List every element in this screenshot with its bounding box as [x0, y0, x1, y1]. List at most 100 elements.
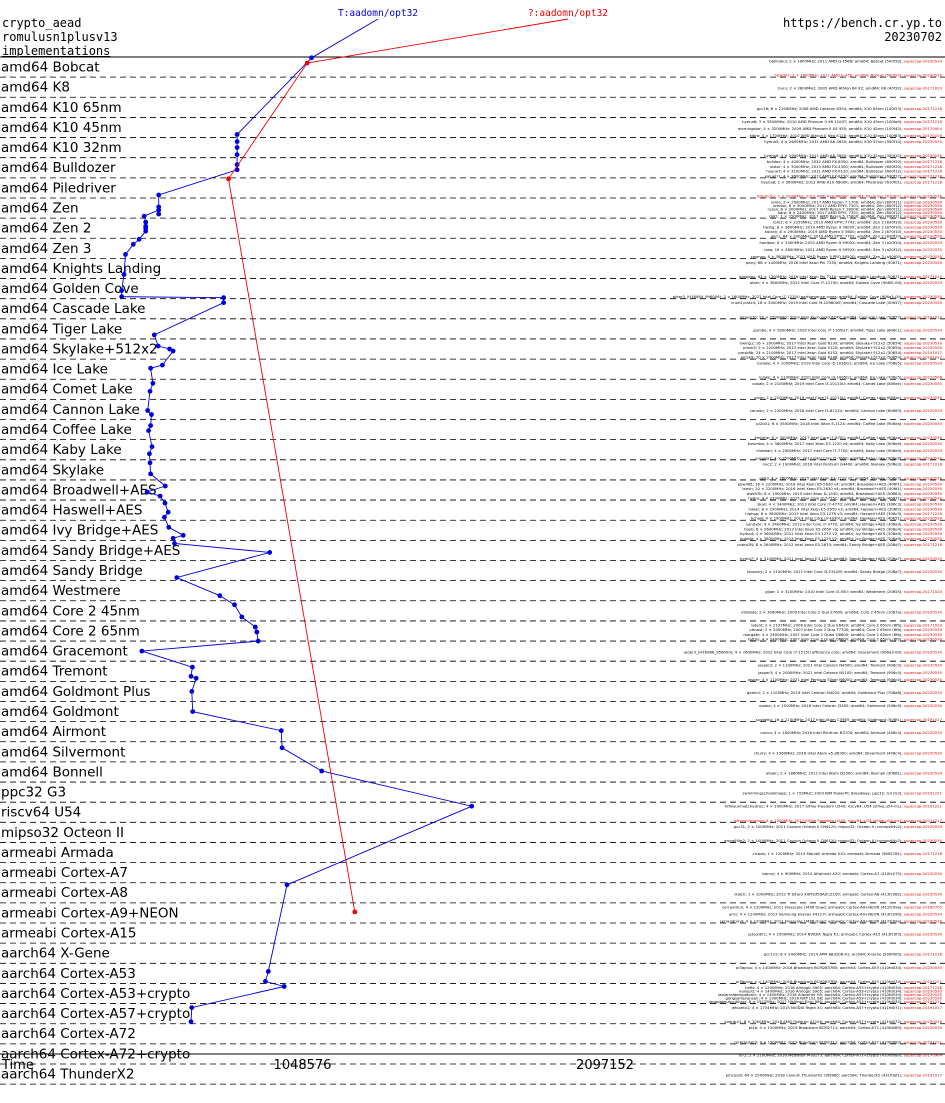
data-point	[148, 365, 154, 371]
row-label: amd64 K10 32nm	[1, 140, 122, 156]
machine-entry: pmass7b; 20 × 2500MHz; 2019 Intel Xeon G…	[740, 314, 943, 319]
machine-desc: quoka; 4 × 1500MHz; 2016 Intel Celeron J…	[759, 703, 904, 708]
machine-entry: rome; 2 × 2000MHz; 2017 AMD Ryzen 7 1700…	[771, 200, 943, 205]
machine-desc: hwing; 8 × 3600MHz; 2019 AMD Ryzen 9 390…	[763, 224, 904, 229]
row-label: mipso32 Octeon II	[1, 825, 124, 841]
machine-entry: hiphop; 6 × 3600MHz; 2013 Intel Xeon E3-…	[745, 511, 942, 516]
implementations-link[interactable]: implementations	[2, 44, 111, 58]
data-point	[226, 176, 231, 182]
machine-version: supercop-20230530	[904, 280, 943, 285]
machine-desc: ic/ake; 4 × 1100MHz; 2020 Intel Core i3-…	[759, 375, 904, 380]
row-label: amd64 Coffee Lake	[1, 422, 132, 438]
machine-version: supercop-20230530	[904, 522, 943, 527]
machine-version: supercop-20230530	[904, 992, 943, 997]
data-point	[147, 460, 153, 466]
machine-version: supercop-20191017	[904, 314, 943, 319]
data-point	[234, 152, 240, 158]
machine-version: supercop-20230530	[904, 677, 943, 682]
machine-desc: hydra4; 4 × 3600MHz; 2012 Intel Xeon E3-…	[740, 531, 904, 536]
x-tick-label: 2097152	[576, 1058, 634, 1073]
machine-entry: margate; 4 × 2400MHz; 2007 Intel Core 2 …	[743, 632, 942, 637]
row-label: amd64 Silvermont	[1, 744, 125, 760]
machine-version: supercop-20230530	[904, 932, 943, 937]
machine-desc: suvbeltu; 16 × 2100MHz; 2017 Intel Atom …	[756, 717, 904, 722]
machine-version: supercop-20230530	[904, 345, 943, 350]
data-point	[172, 541, 177, 546]
data-point	[252, 624, 258, 630]
data-point	[188, 673, 194, 679]
row-label: amd64 Gracemont	[1, 644, 128, 660]
machine-entry: bfromcity; 2 × 3500MHz; 2012 AMD A10-680…	[757, 193, 943, 198]
machine-entry: pi3aplus; 4 × 1400MHz; 2018 Broadcom BCM…	[736, 965, 943, 970]
row-label: amd64 Golden Cove	[1, 281, 139, 297]
machine-version: supercop-20230530	[904, 891, 943, 896]
machine-entry: a72; 2 × 2100MHz; 2016 Mediatek MT8173; …	[739, 1052, 942, 1057]
data-point	[278, 728, 284, 734]
machine-desc: nanopl2; 4 × 1400MHz; 2016 Amlogic S905;…	[739, 988, 904, 993]
machine-entry: bwell7b; 8 × 1900MHz; 2015 Intel Xeon D-…	[747, 491, 943, 496]
machine-version: supercop-20230530	[904, 59, 943, 64]
data-point	[156, 211, 162, 217]
machine-version: supercop-20230530	[904, 435, 943, 440]
machine-desc: jasper2; 2 × 1100MHz; 2021 Intel Celeron…	[757, 663, 904, 668]
machine-entry: gongsampronsen; 4 × 1300MHz; 2016 NXP LS…	[726, 996, 943, 1001]
machine-desc: ronggakeuhcutilizer; 8 × 1512MHz; 2017 H…	[709, 999, 904, 1004]
row-label: amd64 K10 65nm	[1, 100, 122, 116]
machine-entry: valuetr1; 4 × 3600MHz; 2012 AMD FX-8150;…	[765, 173, 943, 178]
machine-entry: gan1; 64 × 2000MHz; 2019 AMD EPYC 7702; …	[771, 234, 943, 239]
algorithm-label: romulusn1plusv13	[2, 30, 118, 44]
row-group: amd64 Bobcat bblindoul; 2 × 1600MHz; 2011…	[0, 59, 945, 1085]
machine-desc: pi2001; 6 × 3500MHz; 2018 Intel Xeon E-2…	[756, 421, 904, 426]
machine-desc: gijoe; 2 × 3200MHz; 2010 Intel Core i3-5…	[765, 589, 904, 594]
machine-version: supercop-20230530	[904, 240, 943, 245]
data-point	[166, 524, 172, 530]
machine-desc: cobalt; 2 × 2100MHz; 2019 Intel Core i3-…	[752, 381, 904, 386]
machine-entry: sandybr; 4 × 3400MHz; 2012 Intel Core i7…	[746, 522, 942, 527]
machine-version: supercop-20230530	[904, 838, 943, 843]
data-point	[232, 602, 237, 608]
machine-entry: cerrandrun4; 4 × 1200MHz; 2011 Freescale…	[720, 919, 943, 924]
machine-desc: hoyb; 8 × 2600MHz; 2013 Intel Xeon E5-26…	[744, 526, 904, 531]
machine-version: supercop-20230530	[904, 247, 943, 252]
machine-version: supercop-20230530	[904, 73, 943, 78]
machine-version: supercop-20171020	[904, 622, 943, 627]
machine-version: supercop-20230530	[904, 632, 943, 637]
row-label: amd64 Zen 2	[1, 221, 91, 237]
data-point	[170, 348, 176, 354]
machine-entry: buru; 2 × 2600MHz; 2005 AMD Athlon 64 X2…	[778, 86, 942, 91]
machine-desc: cicada; 1 × 1200MHz; 2010 Marvell Armada…	[753, 851, 904, 856]
machine-version: supercop-20191221	[904, 979, 943, 984]
machine-version: supercop-20171218	[904, 179, 943, 184]
machine-version: supercop-20160705	[904, 904, 943, 909]
machine-entry: banryl; 4 × 900MHz; 2014 Allwinner A20; …	[762, 871, 942, 876]
machine-version: supercop-20170904	[904, 1052, 943, 1057]
machine-version: supercop-20170105	[904, 133, 943, 138]
machine-entry: overdrv1; 8 × 1000MHz; 2016 AMD Opteron …	[724, 1019, 942, 1024]
machine-desc: hiphop; 6 × 3600MHz; 2013 Intel Xeon E3-…	[745, 511, 904, 516]
row-label: armeabi Cortex-A8	[1, 885, 128, 901]
machine-desc: hifiveunleashed; 4 × 1000MHz; 2017 SiFiv…	[734, 818, 904, 823]
machine-desc: cheetah; 4 × 2900MHz; 2017 Intel Core i7…	[756, 448, 904, 453]
data-point	[279, 745, 285, 751]
machine-desc: rome; 2 × 2000MHz; 2017 AMD Ryzen 7 1700…	[771, 200, 904, 205]
machine-entry: quoka; 4 × 1500MHz; 2016 Intel Celeron J…	[759, 703, 942, 708]
machine-version: supercop-20230530	[904, 220, 943, 225]
machine-version: supercop-20230530	[904, 395, 943, 400]
machine-entry: churry; 4 × 1560MHz; 2016 Intel Atom x5-…	[754, 750, 943, 755]
machine-entry: hydra; 4 × 2100MHz; 2015 Intel Core i7-5…	[748, 496, 942, 501]
machine-entry: hwing1; 16 × 2000MHz; 2017 Intel Xeon Go…	[740, 340, 943, 345]
row-label: amd64 Zen	[1, 200, 79, 216]
row-label: amd64 Bulldozer	[1, 160, 116, 176]
machine-desc: overdrv1; 8 × 1000MHz; 2016 AMD Opteron …	[724, 1019, 903, 1024]
machine-entry: cobalt; 2 × 2100MHz; 2019 Intel Core i3-…	[752, 381, 942, 386]
row-label: armeabi Armada	[1, 845, 114, 861]
row-label: amd64 Goldmont Plus	[1, 684, 151, 700]
machine-entry: tattoo; 4 × 2400MHz; 2007 Intel Core 2 Q…	[748, 637, 943, 642]
machine-entry: cerrandrun; 4 × 1200MHz; 2011 Freescale …	[722, 904, 942, 909]
machine-entry: dot1; 1 × 2500MHz; 2017 AMD Ryzen 5 1500…	[769, 214, 942, 219]
data-point	[160, 362, 165, 368]
machine-version: supercop-20230530	[904, 481, 943, 486]
machine-entry: hbwd01; 2 × 1600MHz; 2011 AMD E-450; amd…	[775, 73, 943, 78]
machine-version: supercop-20230530	[904, 139, 943, 144]
machine-entry: pi3bplus; 4 × 1400MHz; 2018 Broadcom BCM…	[736, 979, 943, 984]
